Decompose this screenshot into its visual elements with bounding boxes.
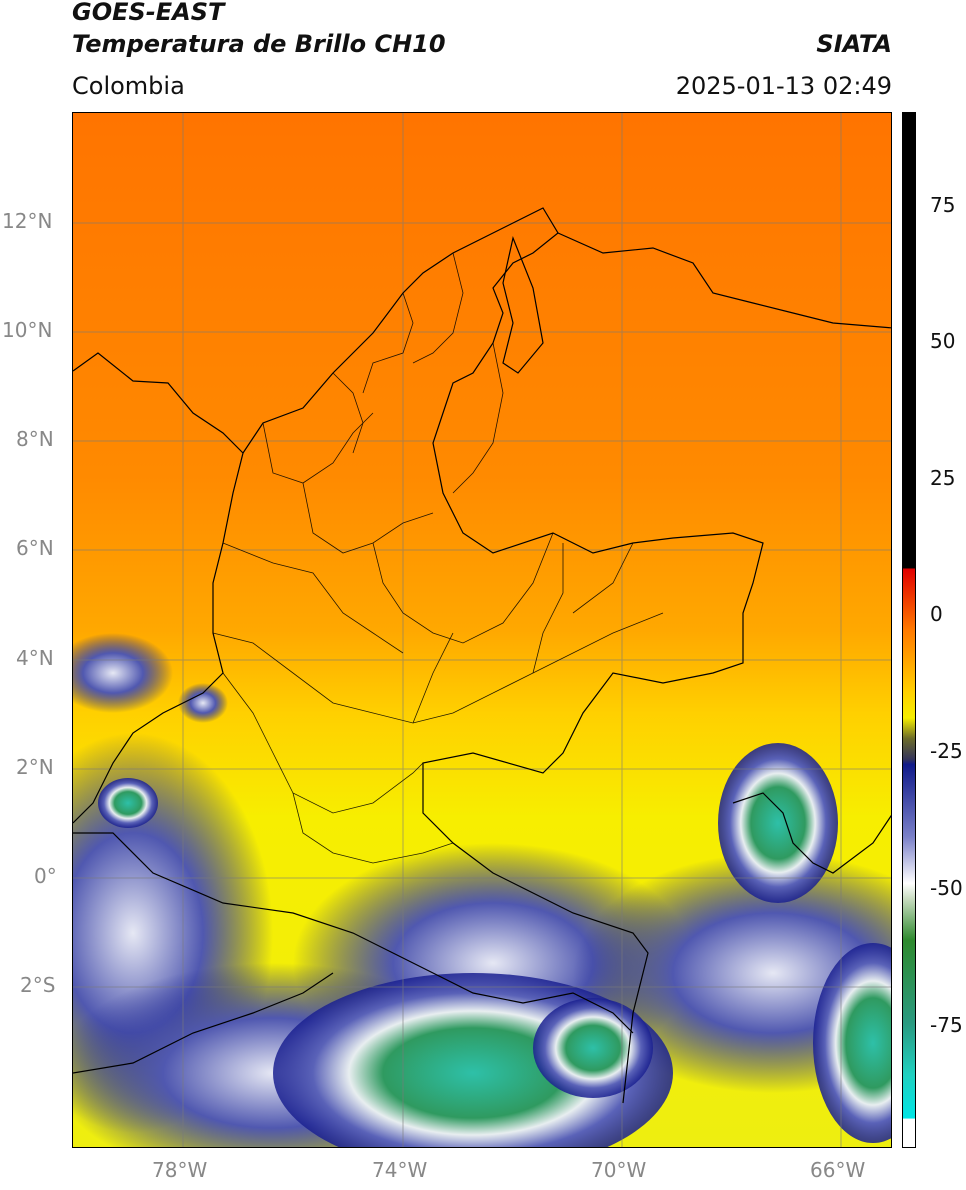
map-canvas	[73, 113, 891, 1147]
lat-label: 12°N	[2, 209, 53, 233]
lon-label: 70°W	[591, 1158, 647, 1182]
colorbar-tick: -50	[930, 876, 963, 900]
lon-label: 78°W	[152, 1158, 208, 1182]
cold-cloud-tops	[73, 633, 891, 1147]
satellite-map[interactable]	[72, 112, 892, 1148]
lat-label: 10°N	[2, 318, 53, 342]
colorbar-tick: 0	[930, 602, 943, 626]
region-label: Colombia	[72, 72, 185, 100]
colorbar-tick: -25	[930, 739, 963, 763]
lat-label: 6°N	[16, 536, 54, 560]
lat-label: 2°N	[16, 755, 54, 779]
department-borders	[212, 252, 664, 864]
colorbar-tick: 75	[930, 193, 956, 217]
country-borders	[73, 207, 891, 1104]
lat-label: 8°N	[16, 427, 54, 451]
colorbar-tick: 50	[930, 329, 956, 353]
source-label: SIATA	[816, 30, 892, 58]
colorbar-tick: -75	[930, 1013, 963, 1037]
datetime-label: 2025-01-13 02:49	[675, 72, 892, 100]
colorbar-tick: 25	[930, 466, 956, 490]
product-title: GOES-EAST	[72, 0, 225, 26]
graticule	[73, 113, 891, 1147]
lon-label: 66°W	[810, 1158, 866, 1182]
lat-label: 4°N	[16, 646, 54, 670]
lat-label: 0°	[34, 864, 57, 888]
lat-label: 2°S	[20, 973, 56, 997]
colorbar	[902, 112, 916, 1148]
product-subtitle: Temperatura de Brillo CH10	[72, 30, 446, 58]
lon-label: 74°W	[372, 1158, 428, 1182]
